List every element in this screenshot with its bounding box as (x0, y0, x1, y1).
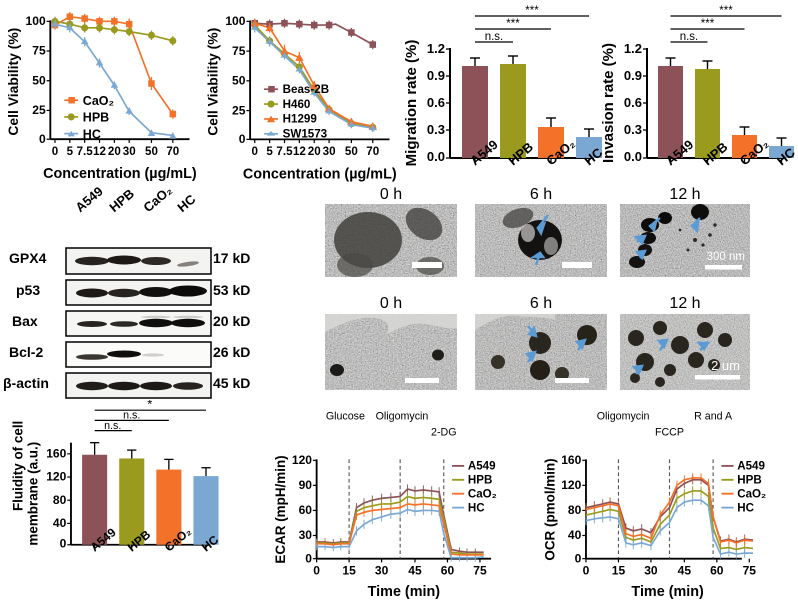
svg-text:12 h: 12 h (669, 186, 700, 203)
svg-text:0: 0 (575, 551, 582, 565)
svg-text:A549: A549 (737, 461, 765, 473)
svg-text:15: 15 (342, 563, 356, 577)
svg-text:60: 60 (299, 503, 313, 517)
svg-text:60: 60 (441, 563, 455, 577)
svg-text:15: 15 (612, 563, 626, 577)
svg-text:HC: HC (468, 502, 485, 514)
svg-text:40: 40 (568, 528, 582, 542)
svg-text:n.s.: n.s. (123, 410, 140, 422)
svg-text:HPB: HPB (468, 475, 492, 487)
svg-text:120: 120 (46, 470, 66, 484)
svg-text:2-DG: 2-DG (431, 426, 456, 438)
svg-text:12 h: 12 h (669, 295, 700, 312)
svg-text:80: 80 (53, 493, 67, 507)
svg-text:90: 90 (299, 478, 313, 492)
svg-text:2 um: 2 um (711, 358, 740, 373)
svg-text:30: 30 (299, 528, 313, 542)
svg-text:0: 0 (583, 563, 590, 577)
svg-text:HPB: HPB (737, 475, 761, 487)
svg-text:45: 45 (408, 563, 422, 577)
svg-text:0: 0 (305, 551, 312, 565)
svg-text:6 h: 6 h (530, 295, 552, 312)
svg-text:30: 30 (375, 563, 389, 577)
svg-text:*: * (147, 400, 152, 411)
svg-text:Oligomycin: Oligomycin (597, 410, 650, 422)
svg-text:30: 30 (644, 563, 658, 577)
svg-text:60: 60 (710, 563, 724, 577)
svg-text:6 h: 6 h (530, 186, 552, 203)
svg-text:160: 160 (561, 453, 581, 467)
svg-text:Time (min): Time (min) (631, 584, 704, 600)
svg-text:Oligomycin: Oligomycin (376, 410, 429, 422)
svg-text:75: 75 (743, 563, 757, 577)
svg-text:40: 40 (53, 516, 67, 530)
svg-text:R and A: R and A (694, 410, 733, 422)
svg-text:Fluidity of cell: Fluidity of cell (11, 421, 26, 511)
svg-text:120: 120 (292, 453, 312, 467)
svg-text:45: 45 (678, 563, 692, 577)
svg-text:120: 120 (561, 478, 581, 492)
svg-text:300 nm: 300 nm (707, 251, 745, 263)
svg-text:CaO₂: CaO₂ (737, 488, 766, 500)
svg-text:A549: A549 (468, 461, 496, 473)
svg-text:membrane (a.u.): membrane (a.u.) (26, 442, 41, 546)
svg-text:80: 80 (568, 503, 582, 517)
svg-text:CaO₂: CaO₂ (468, 488, 497, 500)
svg-text:Time (min): Time (min) (368, 584, 441, 600)
svg-text:0: 0 (313, 563, 320, 577)
svg-text:0 h: 0 h (380, 295, 402, 312)
svg-text:0: 0 (60, 537, 67, 551)
svg-text:160: 160 (46, 447, 66, 461)
svg-text:n.s.: n.s. (104, 420, 121, 432)
svg-text:FCCP: FCCP (655, 426, 684, 438)
svg-text:HC: HC (737, 502, 754, 514)
svg-text:Glucose: Glucose (326, 410, 365, 422)
svg-text:75: 75 (473, 563, 487, 577)
svg-text:ECAR (mpH/min): ECAR (mpH/min) (273, 455, 288, 563)
svg-text:OCR (pmol/min): OCR (pmol/min) (542, 458, 557, 560)
svg-text:0 h: 0 h (380, 186, 402, 203)
